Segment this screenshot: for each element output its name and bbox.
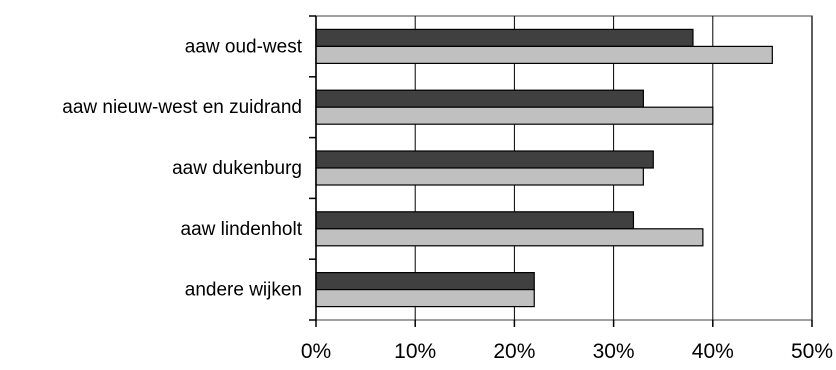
category-labels: aaw oud-west aaw nieuw-west en zuidrand aa…	[62, 36, 302, 300]
bar	[316, 212, 633, 229]
x-axis-ticks	[316, 320, 812, 327]
category-label: aaw dukenburg	[172, 158, 302, 179]
category-label: aaw nieuw-west en zuidrand	[62, 97, 302, 118]
y-axis-ticks	[309, 16, 316, 320]
bar	[316, 46, 772, 63]
bar	[316, 290, 534, 307]
category-label: aaw lindenholt	[181, 219, 303, 240]
x-tick-label: 10%	[394, 340, 436, 363]
bar	[316, 273, 534, 290]
x-tick-labels: 0% 10% 20% 30% 40% 50%	[301, 340, 833, 363]
x-tick-label: 0%	[301, 340, 331, 363]
bars	[316, 29, 772, 306]
bar	[316, 168, 643, 185]
category-label: andere wijken	[185, 280, 302, 301]
category-label: aaw oud-west	[185, 36, 303, 57]
bar	[316, 229, 703, 246]
bar	[316, 29, 693, 46]
x-tick-label: 30%	[593, 340, 635, 363]
bar	[316, 90, 643, 107]
x-tick-label: 50%	[791, 340, 833, 363]
x-tick-label: 20%	[493, 340, 535, 363]
bar	[316, 107, 713, 124]
bar	[316, 151, 653, 168]
x-tick-label: 40%	[692, 340, 734, 363]
